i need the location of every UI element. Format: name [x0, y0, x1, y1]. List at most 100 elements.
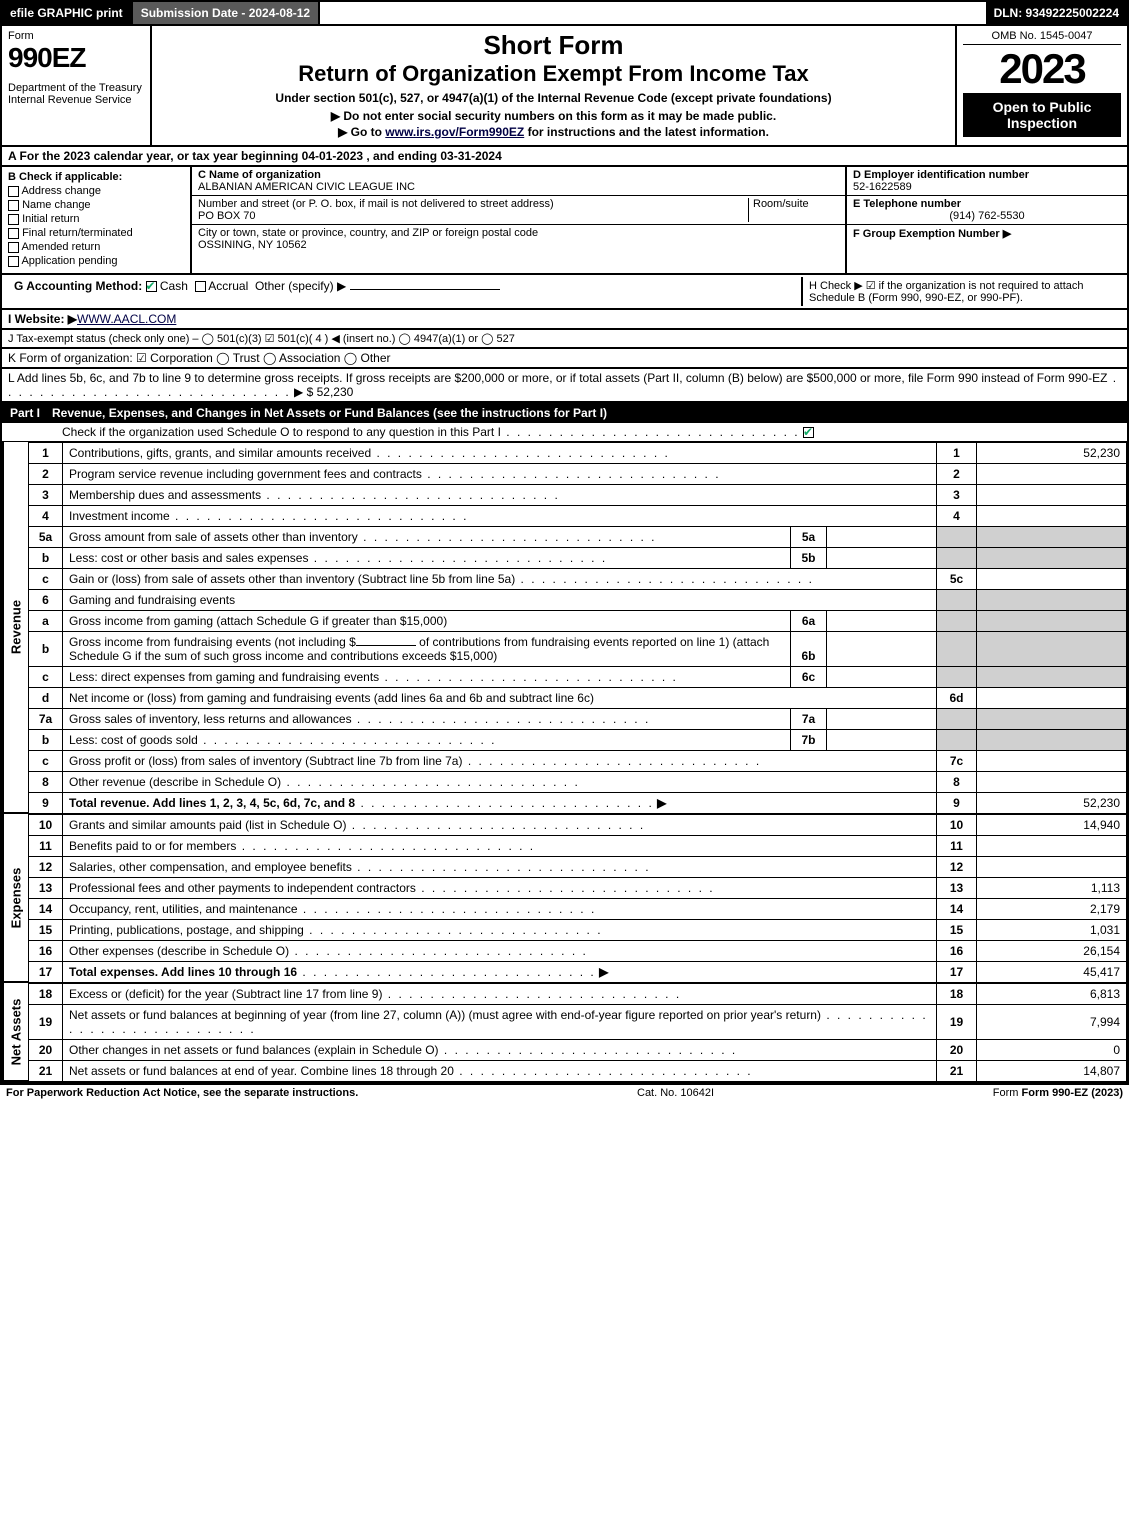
row-g: G Accounting Method: Cash Accrual Other …	[8, 277, 801, 306]
expenses-table: 10Grants and similar amounts paid (list …	[28, 814, 1127, 983]
footer-cat-no: Cat. No. 10642I	[358, 1087, 992, 1099]
line-7a: 7aGross sales of inventory, less returns…	[29, 709, 1127, 730]
short-form-title: Short Form	[160, 30, 947, 61]
tax-year: 2023	[963, 45, 1121, 93]
row-k-form-org: K Form of organization: ☑ Corporation ◯ …	[0, 349, 1129, 369]
col-b-checkboxes: B Check if applicable: Address change Na…	[2, 167, 192, 273]
row-a-tax-year: A For the 2023 calendar year, or tax yea…	[0, 147, 1129, 167]
room-suite-label: Room/suite	[749, 198, 839, 222]
net-assets-block: Net Assets 18Excess or (deficit) for the…	[2, 983, 1127, 1082]
line-2: 2Program service revenue including gover…	[29, 464, 1127, 485]
website-link[interactable]: WWW.AACL.COM	[77, 312, 176, 326]
line-11: 11Benefits paid to or for members11	[29, 836, 1127, 857]
sub3-post: for instructions and the latest informat…	[524, 125, 769, 139]
line-21: 21Net assets or fund balances at end of …	[29, 1061, 1127, 1082]
line-17: 17Total expenses. Add lines 10 through 1…	[29, 962, 1127, 983]
col-def: D Employer identification number 52-1622…	[847, 167, 1127, 273]
sub3-pre: ▶ Go to	[338, 125, 385, 139]
line-7c: cGross profit or (loss) from sales of in…	[29, 751, 1127, 772]
header-center: Short Form Return of Organization Exempt…	[152, 26, 957, 145]
form-header: Form 990EZ Department of the Treasury In…	[0, 26, 1129, 147]
org-name: ALBANIAN AMERICAN CIVIC LEAGUE INC	[198, 181, 415, 193]
revenue-table: 1Contributions, gifts, grants, and simil…	[28, 442, 1127, 814]
line-16: 16Other expenses (describe in Schedule O…	[29, 941, 1127, 962]
check-accrual[interactable]	[195, 281, 206, 292]
top-bar: efile GRAPHIC print Submission Date - 20…	[0, 0, 1129, 26]
check-amended-return[interactable]: Amended return	[8, 241, 184, 253]
part1-schedule-o-check[interactable]	[803, 427, 814, 438]
line-3: 3Membership dues and assessments3	[29, 485, 1127, 506]
row-i-website: I Website: ▶WWW.AACL.COM	[0, 310, 1129, 330]
line-8: 8Other revenue (describe in Schedule O)8	[29, 772, 1127, 793]
group-exemption-label: F Group Exemption Number ▶	[853, 228, 1011, 240]
section-bcdef: B Check if applicable: Address change Na…	[0, 167, 1129, 275]
line-13: 13Professional fees and other payments t…	[29, 878, 1127, 899]
revenue-block: Revenue 1Contributions, gifts, grants, a…	[2, 442, 1127, 814]
row-l-gross-receipts: L Add lines 5b, 6c, and 7b to line 9 to …	[0, 369, 1129, 403]
ein-value: 52-1622589	[853, 181, 912, 193]
check-address-change[interactable]: Address change	[8, 185, 184, 197]
part1-header: Part I Revenue, Expenses, and Changes in…	[2, 403, 1127, 423]
line-5a: 5aGross amount from sale of assets other…	[29, 527, 1127, 548]
check-cash[interactable]	[146, 281, 157, 292]
line-9: 9Total revenue. Add lines 1, 2, 3, 4, 5c…	[29, 793, 1127, 814]
line-18: 18Excess or (deficit) for the year (Subt…	[29, 984, 1127, 1005]
header-right: OMB No. 1545-0047 2023 Open to Public In…	[957, 26, 1127, 145]
line-12: 12Salaries, other compensation, and empl…	[29, 857, 1127, 878]
dept-label: Department of the Treasury Internal Reve…	[8, 82, 144, 106]
net-assets-table: 18Excess or (deficit) for the year (Subt…	[28, 983, 1127, 1082]
omb-number: OMB No. 1545-0047	[963, 30, 1121, 45]
col-c-org-info: C Name of organization ALBANIAN AMERICAN…	[192, 167, 847, 273]
line-6d: dNet income or (loss) from gaming and fu…	[29, 688, 1127, 709]
submission-date-label: Submission Date - 2024-08-12	[133, 2, 320, 24]
line-20: 20Other changes in net assets or fund ba…	[29, 1040, 1127, 1061]
line-1: 1Contributions, gifts, grants, and simil…	[29, 443, 1127, 464]
line-19: 19Net assets or fund balances at beginni…	[29, 1005, 1127, 1040]
main-title: Return of Organization Exempt From Incom…	[160, 61, 947, 87]
phone-label: E Telephone number	[853, 198, 961, 210]
dln-label: DLN: 93492225002224	[986, 2, 1127, 24]
line-4: 4Investment income4	[29, 506, 1127, 527]
check-initial-return[interactable]: Initial return	[8, 213, 184, 225]
col-b-title: B Check if applicable:	[8, 171, 122, 183]
header-left: Form 990EZ Department of the Treasury In…	[2, 26, 152, 145]
part1-label: Part I	[10, 406, 40, 420]
line-6a: aGross income from gaming (attach Schedu…	[29, 611, 1127, 632]
net-assets-sidelabel: Net Assets	[2, 983, 28, 1082]
line-10: 10Grants and similar amounts paid (list …	[29, 815, 1127, 836]
open-to-public: Open to Public Inspection	[963, 93, 1121, 137]
line-6c: cLess: direct expenses from gaming and f…	[29, 667, 1127, 688]
part1-check-line: Check if the organization used Schedule …	[2, 423, 1127, 442]
expenses-block: Expenses 10Grants and similar amounts pa…	[2, 814, 1127, 983]
form-number: 990EZ	[8, 42, 144, 74]
phone-value: (914) 762-5530	[853, 210, 1121, 222]
check-final-return[interactable]: Final return/terminated	[8, 227, 184, 239]
addr-label: Number and street (or P. O. box, if mail…	[198, 198, 554, 210]
line-5c: cGain or (loss) from sale of assets othe…	[29, 569, 1127, 590]
page-footer: For Paperwork Reduction Act Notice, see …	[0, 1084, 1129, 1101]
line-14: 14Occupancy, rent, utilities, and mainte…	[29, 899, 1127, 920]
part1-title: Revenue, Expenses, and Changes in Net As…	[52, 406, 607, 420]
revenue-sidelabel: Revenue	[2, 442, 28, 814]
line-15: 15Printing, publications, postage, and s…	[29, 920, 1127, 941]
subtitle-3: ▶ Go to www.irs.gov/Form990EZ for instru…	[160, 125, 947, 139]
footer-left: For Paperwork Reduction Act Notice, see …	[6, 1087, 358, 1099]
ein-label: D Employer identification number	[853, 169, 1029, 181]
irs-link[interactable]: www.irs.gov/Form990EZ	[385, 125, 524, 139]
line-7b: bLess: cost of goods sold7b	[29, 730, 1127, 751]
footer-form-ref: Form Form 990-EZ (2023)	[993, 1087, 1123, 1099]
row-h: H Check ▶ ☑ if the organization is not r…	[801, 277, 1121, 306]
subtitle-1: Under section 501(c), 527, or 4947(a)(1)…	[160, 91, 947, 105]
check-application-pending[interactable]: Application pending	[8, 255, 184, 267]
part1-wrap: Part I Revenue, Expenses, and Changes in…	[0, 403, 1129, 1084]
subtitle-2: ▶ Do not enter social security numbers o…	[160, 109, 947, 123]
row-j-tax-exempt: J Tax-exempt status (check only one) – ◯…	[0, 330, 1129, 349]
efile-print-label[interactable]: efile GRAPHIC print	[2, 2, 133, 24]
check-name-change[interactable]: Name change	[8, 199, 184, 211]
org-name-label: C Name of organization	[198, 169, 321, 181]
line-6: 6Gaming and fundraising events	[29, 590, 1127, 611]
row-g-h: G Accounting Method: Cash Accrual Other …	[0, 275, 1129, 310]
line-5b: bLess: cost or other basis and sales exp…	[29, 548, 1127, 569]
city-label: City or town, state or province, country…	[198, 227, 538, 239]
city-value: OSSINING, NY 10562	[198, 239, 307, 251]
